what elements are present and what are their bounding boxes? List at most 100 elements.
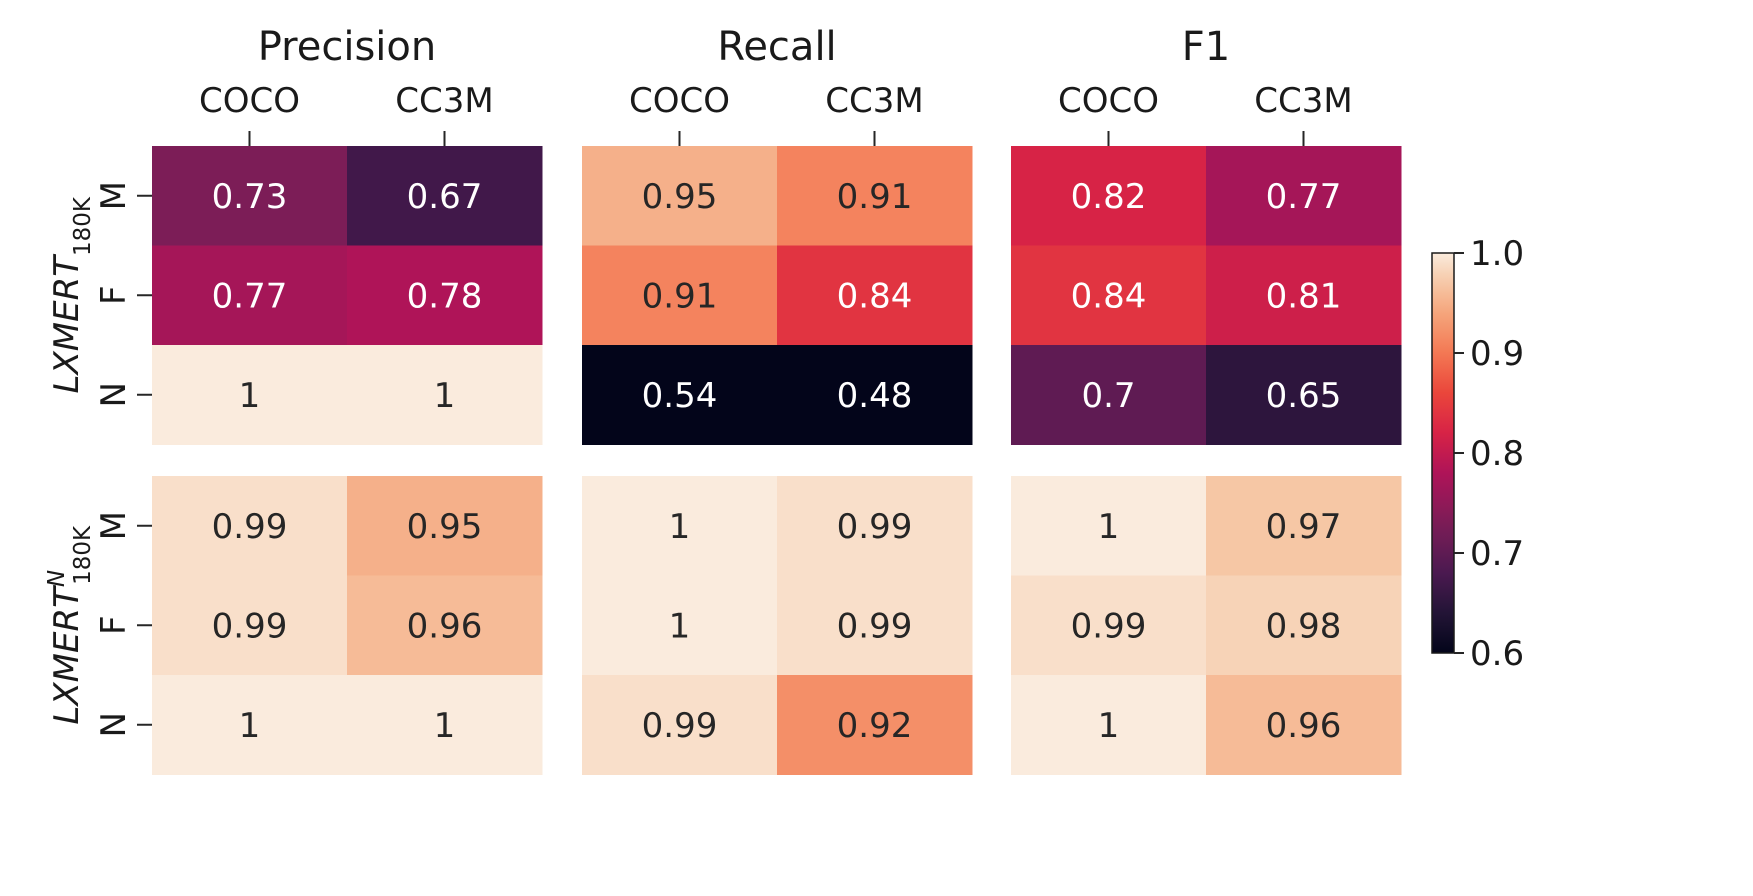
heatmap-cell (1011, 345, 1207, 445)
heatmap-cell (582, 575, 778, 676)
cell-value-label: 0.99 (837, 507, 913, 547)
heatmap-cell (152, 345, 348, 445)
heatmap-cell (1206, 575, 1402, 676)
heatmap-cell (1011, 675, 1207, 775)
heatmap-cell (1011, 476, 1207, 576)
panel-f1: F1 COCO CC3M 0.82 0.77 0.84 0.81 0.7 0.65 1 0.97 0.… (1011, 24, 1402, 775)
column-label: COCO (1058, 81, 1159, 121)
cell-value-label: 0.99 (212, 606, 288, 646)
cell-value-label: 1 (1098, 706, 1120, 746)
cell-value-label: 0.99 (642, 706, 718, 746)
cell-value-label: 0.82 (1071, 177, 1147, 217)
cell-value-label: 0.91 (642, 276, 718, 316)
colorbar (1431, 252, 1455, 654)
cell-value-label: 1 (239, 706, 261, 746)
heatmap-cell (582, 476, 778, 576)
heatmap-cell (582, 146, 778, 246)
heatmap-cell (777, 245, 973, 346)
heatmap-cell (1011, 146, 1207, 246)
row-label: M (94, 181, 134, 210)
cell-value-label: 0.99 (1071, 606, 1147, 646)
panel-title: F1 (1182, 24, 1230, 70)
heatmap-cell (347, 675, 543, 775)
cell-value-label: 0.78 (407, 276, 483, 316)
heatmap-cell (777, 675, 973, 775)
column-label: CC3M (395, 81, 493, 121)
colorbar-tick-label: 0.9 (1470, 334, 1524, 374)
heatmap-cell (152, 575, 348, 676)
heatmap-cell (152, 245, 348, 346)
heatmap-cell (582, 245, 778, 346)
colorbar-tick-label: 0.6 (1470, 634, 1524, 674)
cell-value-label: 0.98 (1266, 606, 1342, 646)
cell-value-label: 0.65 (1266, 376, 1342, 416)
cell-value-label: 0.77 (1266, 177, 1342, 217)
heatmap-cell (582, 345, 778, 445)
heatmap-cell (777, 476, 973, 576)
heatmap-cell (152, 476, 348, 576)
cell-value-label: 1 (1098, 507, 1120, 547)
colorbar-tick-label: 0.7 (1470, 534, 1524, 574)
column-label: CC3M (825, 81, 923, 121)
cell-value-label: 1 (239, 376, 261, 416)
cell-value-label: 0.99 (837, 606, 913, 646)
panel-recall: Recall COCO CC3M 0.95 0.91 0.91 0.84 0.54 0.48 1 0… (582, 24, 973, 775)
cell-value-label: 0.7 (1081, 376, 1135, 416)
row-label: N (94, 712, 134, 737)
cell-value-label: 0.73 (212, 177, 288, 217)
heatmap-cell (1206, 476, 1402, 576)
row-label: M (94, 511, 134, 540)
heatmap-cell (347, 345, 543, 445)
cell-value-label: 0.54 (642, 376, 718, 416)
heatmap-cell (347, 146, 543, 246)
cell-value-label: 1 (669, 606, 691, 646)
panel-title: Recall (717, 24, 836, 70)
cell-value-label: 0.95 (642, 177, 718, 217)
heatmap-cell (347, 245, 543, 346)
cell-value-label: 0.48 (837, 376, 913, 416)
heatmap-cell (1206, 345, 1402, 445)
cell-value-label: 0.99 (212, 507, 288, 547)
heatmap-cell (1011, 245, 1207, 346)
model-label: LXMERT180K (47, 196, 96, 393)
cell-value-label: 1 (434, 706, 456, 746)
heatmap-cell (152, 675, 348, 775)
heatmap-cell (1206, 675, 1402, 775)
cell-value-label: 0.92 (837, 706, 913, 746)
row-label: N (94, 382, 134, 407)
heatmap-cell (347, 476, 543, 576)
heatmap-cell (152, 146, 348, 246)
cell-value-label: 0.77 (212, 276, 288, 316)
cell-value-label: 0.84 (837, 276, 913, 316)
model-label: LXMERTN180K (44, 525, 96, 725)
cell-value-label: 0.67 (407, 177, 483, 217)
heatmap-cell (777, 575, 973, 676)
cell-value-label: 0.96 (407, 606, 483, 646)
colorbar-tick-label: 0.8 (1470, 434, 1524, 474)
colorbar-tick-label: 1.0 (1470, 234, 1524, 274)
heatmap-cell (582, 675, 778, 775)
column-label: CC3M (1254, 81, 1352, 121)
panel-title: Precision (258, 24, 436, 70)
heatmap-cell (1011, 575, 1207, 676)
row-label: F (94, 615, 134, 635)
column-label: COCO (629, 81, 730, 121)
cell-value-label: 0.81 (1266, 276, 1342, 316)
heatmap-cell (777, 345, 973, 445)
heatmap-cell (777, 146, 973, 246)
cell-value-label: 0.96 (1266, 706, 1342, 746)
cell-value-label: 0.95 (407, 507, 483, 547)
cell-value-label: 0.97 (1266, 507, 1342, 547)
cell-value-label: 1 (669, 507, 691, 547)
cell-value-label: 0.84 (1071, 276, 1147, 316)
heatmap-cell (1206, 146, 1402, 246)
panel-precision: Precision COCO CC3M 0.73 0.67 0.77 0.78 1 1 0.99 0… (152, 24, 543, 775)
heatmap-cell (347, 575, 543, 676)
column-label: COCO (199, 81, 300, 121)
row-label: F (94, 285, 134, 305)
cell-value-label: 0.91 (837, 177, 913, 217)
heatmap-cell (1206, 245, 1402, 346)
cell-value-label: 1 (434, 376, 456, 416)
